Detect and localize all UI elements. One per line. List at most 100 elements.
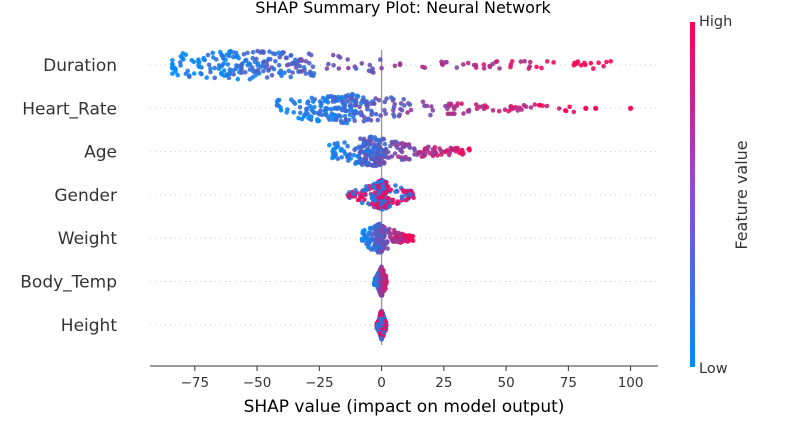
shap-point <box>393 139 399 145</box>
colorbar-low-label: Low <box>699 361 728 377</box>
shap-point <box>294 62 300 67</box>
shap-point <box>296 115 301 121</box>
shap-point <box>545 59 550 64</box>
shap-outlier-point <box>583 105 589 111</box>
shap-point <box>223 57 228 62</box>
shap-point <box>466 146 472 152</box>
shap-point <box>412 148 418 153</box>
shap-point <box>353 66 359 71</box>
shap-point <box>261 50 266 56</box>
x-axis-ticks: −75 −50 −25 0 25 50 75 100 <box>181 366 643 391</box>
shap-point <box>367 62 373 68</box>
shap-point <box>277 70 282 75</box>
shap-point <box>347 112 353 118</box>
shap-point <box>368 227 374 232</box>
shap-point <box>278 108 284 113</box>
shap-outlier-point <box>593 105 599 111</box>
shap-point <box>388 143 393 149</box>
shap-point <box>376 227 382 233</box>
shap-point <box>361 99 367 105</box>
shap-point <box>291 110 297 115</box>
shap-point <box>571 109 577 115</box>
shap-point <box>365 160 371 166</box>
shap-point <box>293 57 298 63</box>
shap-point <box>264 75 270 80</box>
shap-point <box>461 111 466 116</box>
shap-point <box>352 118 358 123</box>
shap-point <box>369 235 375 240</box>
shap-point <box>482 103 488 108</box>
shap-point <box>379 316 384 322</box>
shap-point <box>383 111 389 116</box>
shap-point <box>307 60 312 66</box>
shap-point <box>255 48 260 54</box>
shap-point <box>342 113 348 119</box>
shap-point <box>348 156 354 161</box>
shap-point <box>252 59 258 65</box>
shap-point <box>416 150 421 155</box>
shap-point <box>385 246 391 251</box>
shap-point <box>338 148 344 153</box>
shap-point <box>588 60 594 66</box>
shap-point <box>407 191 413 197</box>
shap-point <box>396 154 401 159</box>
shap-point <box>279 52 285 57</box>
shap-point <box>481 66 487 71</box>
shap-point <box>218 70 224 76</box>
shap-point <box>348 102 353 107</box>
shap-point <box>210 50 215 56</box>
feature-label: Age <box>84 143 117 163</box>
shap-point <box>239 62 244 68</box>
shap-point <box>379 291 384 296</box>
shap-point <box>450 111 455 116</box>
shap-point <box>324 112 329 117</box>
shap-point <box>303 71 309 76</box>
shap-point <box>352 103 358 108</box>
shap-point <box>375 321 381 327</box>
shap-point <box>382 99 388 105</box>
shap-point <box>601 63 606 69</box>
shap-point <box>264 59 270 65</box>
shap-point <box>373 276 379 282</box>
shap-point <box>459 101 464 106</box>
shap-point <box>315 110 321 116</box>
colorbar-high-label: High <box>699 14 732 30</box>
shap-point <box>196 59 202 65</box>
shap-point <box>336 54 341 59</box>
shap-point <box>191 71 197 76</box>
shap-point <box>299 69 305 74</box>
shap-point <box>424 146 430 151</box>
shap-point <box>383 323 388 329</box>
shap-point <box>358 157 363 162</box>
shap-point <box>377 144 382 149</box>
shap-point <box>502 107 508 112</box>
shap-point <box>328 113 334 119</box>
shap-point <box>394 188 400 194</box>
shap-point <box>400 237 406 243</box>
shap-point <box>384 241 389 246</box>
shap-point <box>331 63 336 68</box>
shap-point <box>407 156 412 162</box>
shap-point <box>288 53 294 58</box>
shap-point <box>298 110 303 116</box>
shap-point <box>383 279 389 285</box>
shap-point <box>352 147 357 152</box>
shap-point <box>375 239 380 244</box>
shap-point <box>386 196 391 201</box>
shap-point <box>346 65 351 71</box>
shap-point <box>354 159 359 165</box>
shap-point <box>532 102 538 107</box>
shap-point <box>396 230 401 236</box>
shap-point <box>354 93 360 99</box>
shap-point <box>563 108 568 113</box>
shap-point <box>351 152 357 158</box>
shap-point <box>544 103 550 109</box>
shap-point <box>460 152 465 157</box>
shap-point <box>377 249 383 254</box>
shap-point <box>430 150 436 156</box>
shap-point <box>383 190 389 196</box>
shap-point <box>196 64 202 69</box>
shap-point <box>371 144 377 150</box>
shap-point <box>371 184 376 189</box>
x-tick-label: −50 <box>243 375 272 391</box>
